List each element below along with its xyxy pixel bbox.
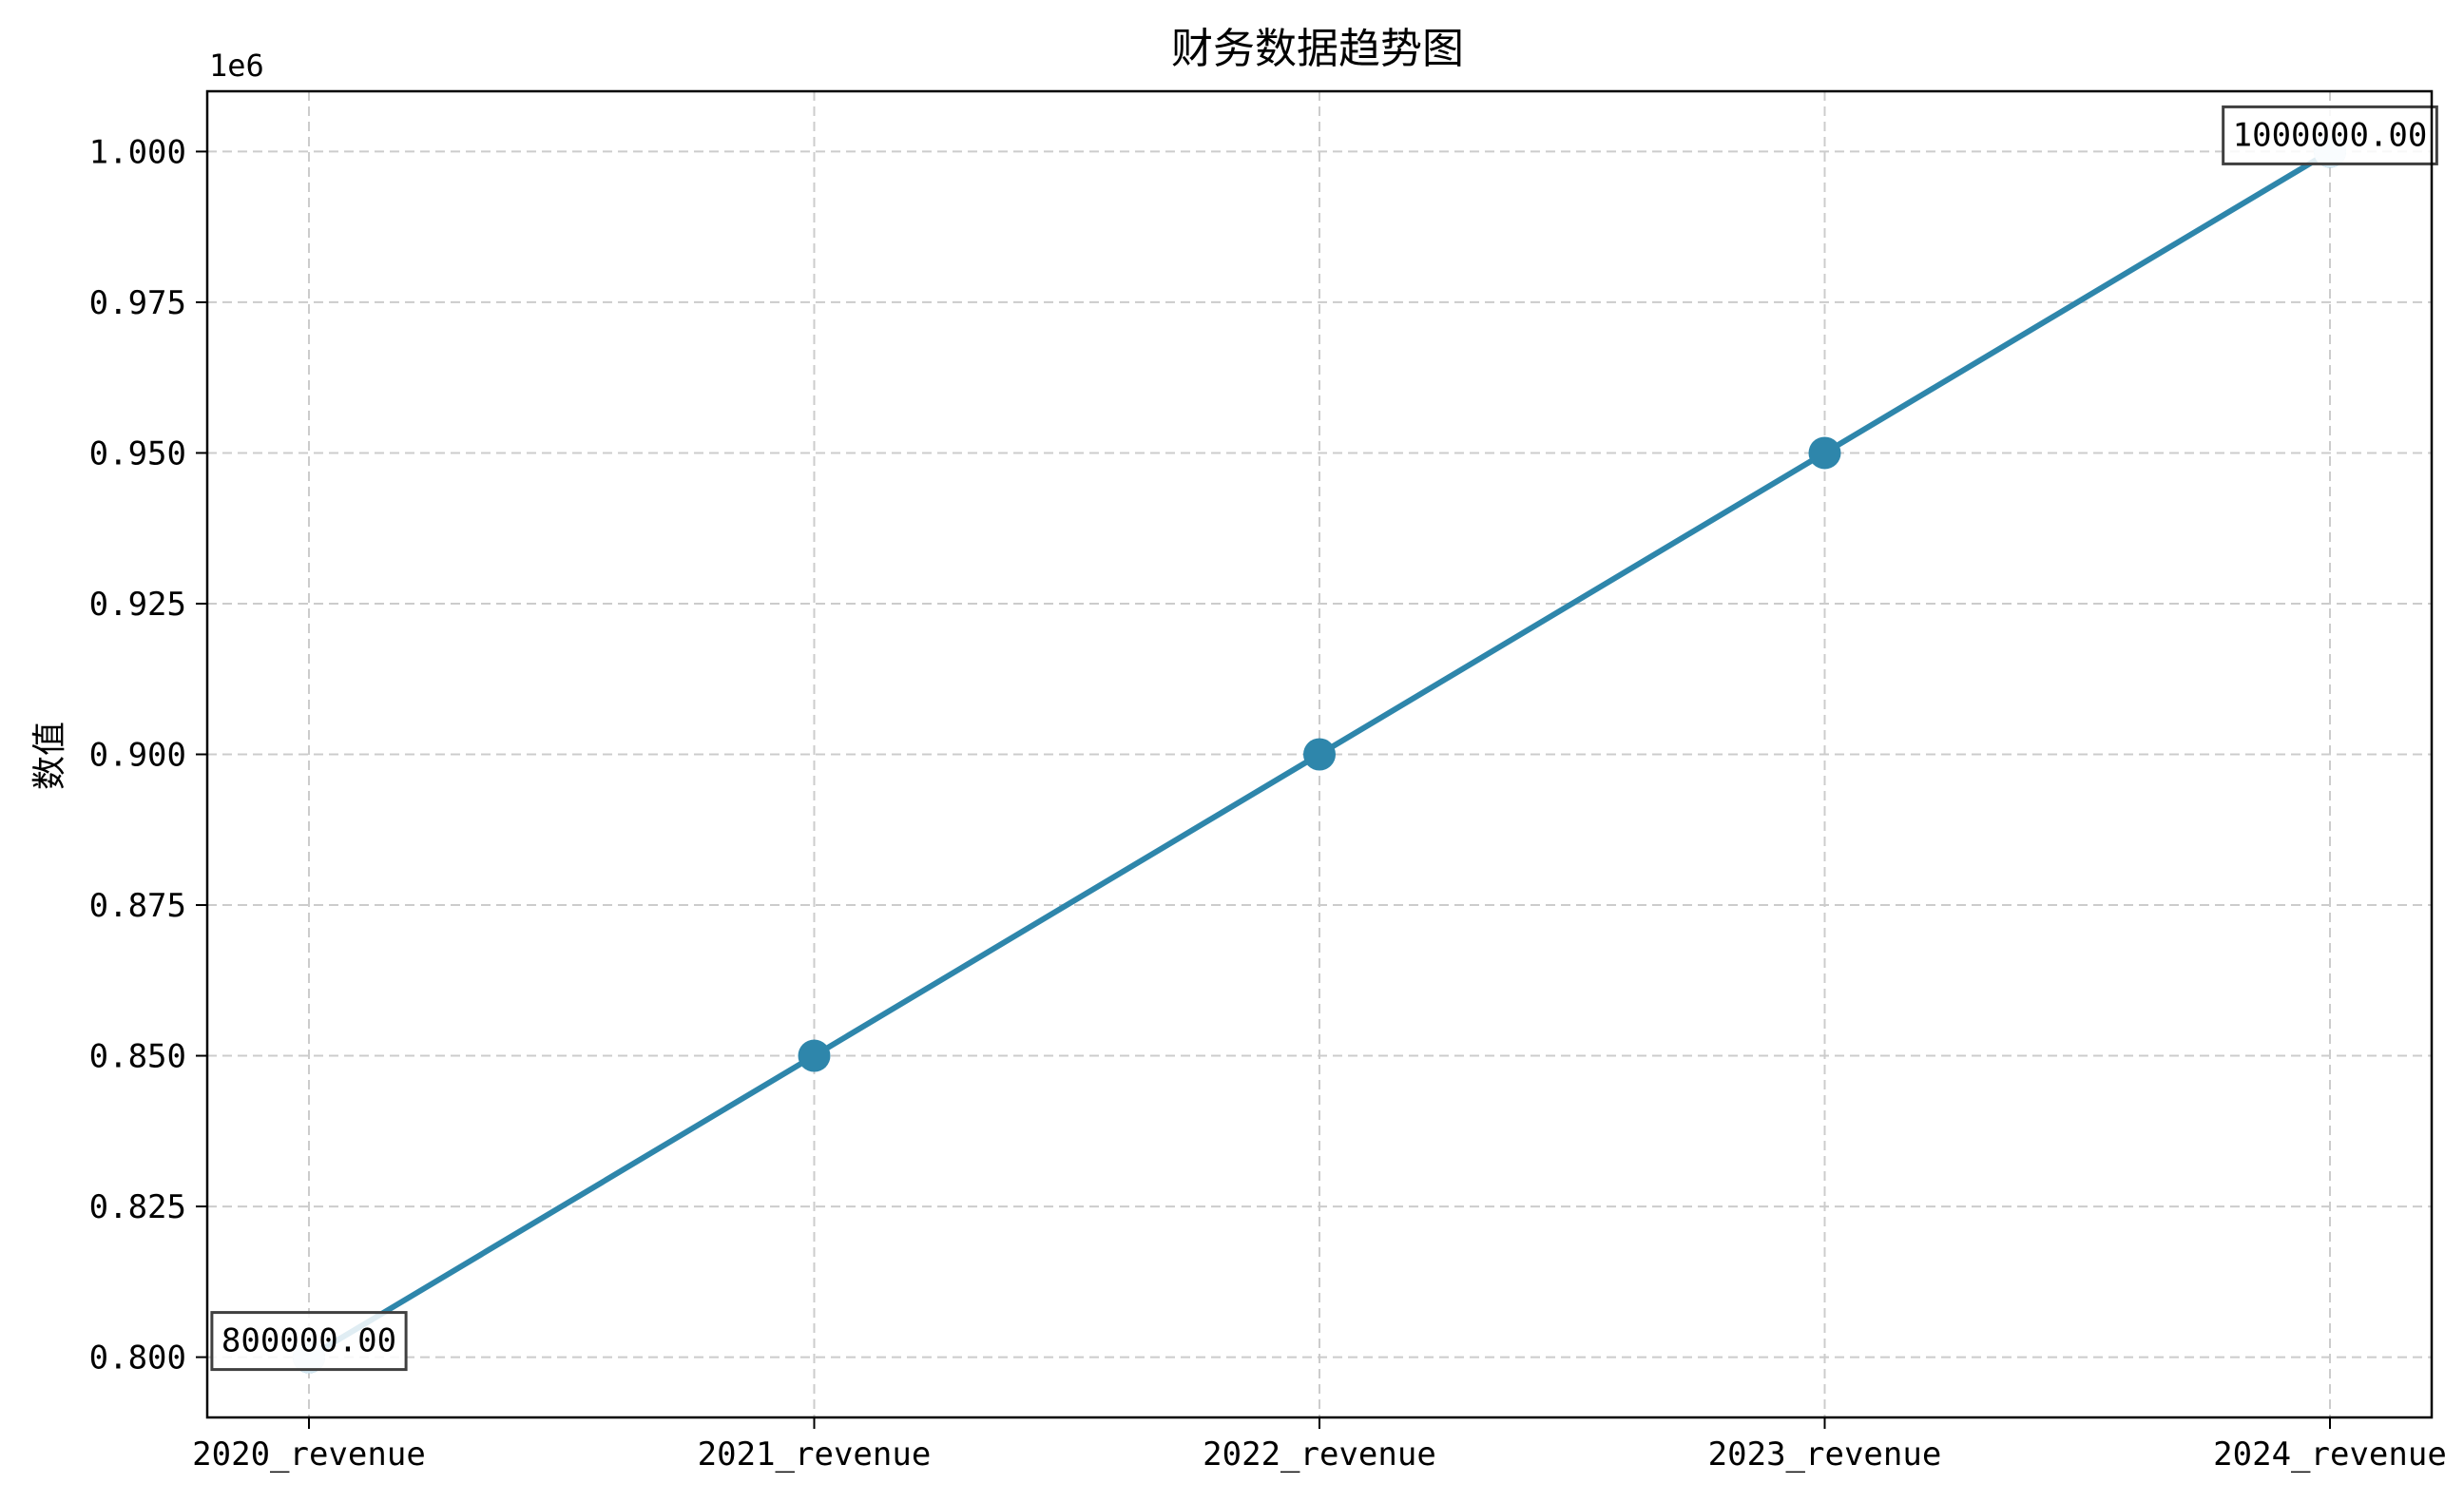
y-tick-label: 1.000 — [89, 133, 186, 171]
data-point — [798, 1039, 831, 1072]
chart-title: 财务数据趋势图 — [1171, 25, 1464, 73]
y-tick-label: 0.800 — [89, 1339, 186, 1378]
data-point — [1808, 436, 1841, 470]
y-axis-label: 数值 — [30, 722, 69, 790]
grid — [207, 91, 2432, 1417]
x-tick-label: 2022_revenue — [1203, 1436, 1436, 1474]
data-label: 1000000.00 — [2233, 116, 2428, 154]
y-tick-label: 0.850 — [89, 1038, 186, 1076]
y-tick-label: 0.875 — [89, 887, 186, 925]
tick-layer: 2020_revenue 2021_revenue 2022_revenue 2023… — [89, 133, 2447, 1474]
y-tick-label: 0.950 — [89, 434, 186, 472]
y-tick-label: 0.825 — [89, 1188, 186, 1226]
x-tick-label: 2020_revenue — [192, 1436, 426, 1474]
annotation-layer: 800000.00 1000000.00 — [210, 105, 2438, 1374]
y-tick-label: 0.975 — [89, 284, 186, 322]
x-tick-label: 2023_revenue — [1708, 1436, 1942, 1474]
y-tick-label: 0.900 — [89, 737, 186, 775]
x-tick-label: 2021_revenue — [698, 1436, 932, 1474]
data-point — [1303, 738, 1336, 771]
y-tick-label: 0.925 — [89, 586, 186, 624]
data-label: 800000.00 — [221, 1322, 396, 1360]
data-label-box — [210, 1311, 408, 1372]
x-tick-label: 2024_revenue — [2213, 1436, 2447, 1474]
data-label-box — [2222, 105, 2438, 165]
y-offset-text: 1e6 — [209, 48, 264, 84]
